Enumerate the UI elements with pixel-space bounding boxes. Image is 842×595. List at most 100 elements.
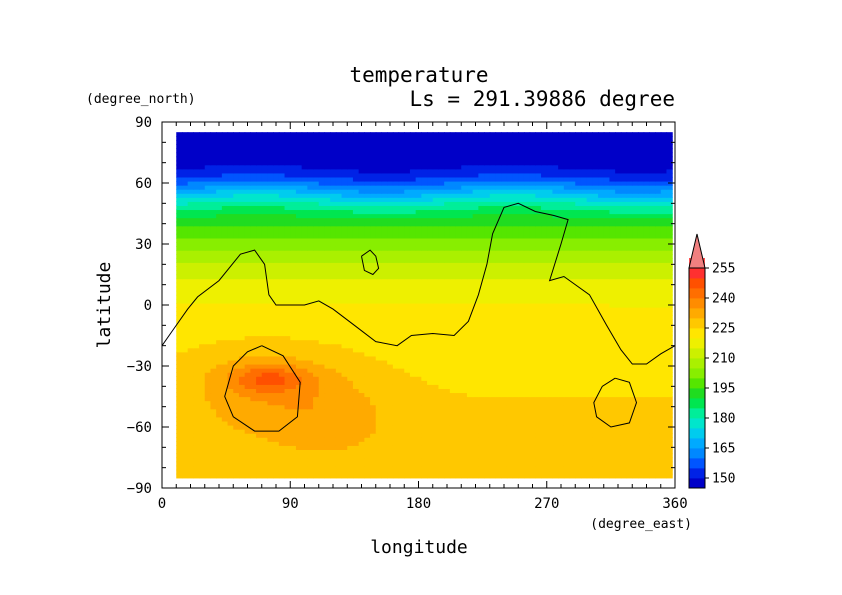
field-cell	[461, 262, 468, 267]
field-cell	[580, 282, 588, 288]
field-cell	[409, 355, 417, 361]
field-cell	[233, 461, 240, 467]
field-cell	[415, 254, 422, 259]
field-cell	[472, 311, 479, 316]
field-cell	[535, 351, 542, 357]
field-cell	[238, 457, 246, 463]
field-cell	[421, 339, 428, 345]
field-cell	[199, 302, 206, 308]
field-cell	[261, 311, 269, 316]
field-cell	[398, 384, 405, 389]
field-cell	[609, 254, 616, 259]
field-cell	[387, 323, 394, 328]
field-cell	[432, 339, 440, 345]
field-cell	[586, 254, 593, 259]
field-cell	[637, 412, 645, 418]
field-cell	[176, 433, 183, 438]
field-cell	[501, 359, 508, 365]
field-cell	[478, 384, 485, 389]
field-cell	[432, 449, 440, 455]
field-cell	[347, 368, 354, 373]
field-cell	[358, 441, 365, 446]
field-cell	[620, 339, 628, 345]
field-cell	[563, 262, 571, 267]
field-cell	[273, 290, 280, 296]
field-cell	[216, 319, 223, 324]
field-cell	[427, 449, 434, 455]
field-cell	[227, 433, 234, 438]
field-cell	[472, 473, 479, 479]
field-cell	[284, 376, 291, 381]
field-cell	[626, 286, 633, 292]
field-cell	[387, 380, 394, 385]
field-cell	[267, 278, 274, 284]
field-cell	[278, 294, 286, 300]
field-cell	[284, 270, 291, 276]
field-cell	[341, 400, 348, 406]
field-cell	[575, 339, 582, 345]
field-cell	[375, 416, 383, 422]
field-cell	[267, 335, 274, 341]
field-cell	[461, 331, 468, 337]
field-cell	[546, 351, 554, 357]
field-cell	[341, 473, 348, 479]
field-cell	[575, 319, 582, 324]
field-cell	[655, 282, 662, 288]
field-cell	[301, 445, 308, 450]
field-cell	[244, 404, 251, 410]
field-cell	[187, 465, 194, 471]
field-cell	[227, 311, 234, 316]
field-cell	[307, 376, 314, 381]
field-cell	[216, 339, 223, 345]
field-cell	[598, 278, 605, 284]
field-cell	[455, 433, 462, 438]
field-cell	[535, 363, 542, 369]
field-cell	[352, 315, 360, 320]
field-cell	[387, 441, 394, 446]
field-cell	[244, 368, 251, 373]
field-cell	[580, 396, 588, 402]
field-cell	[643, 266, 650, 272]
field-cell	[313, 363, 320, 369]
field-cell	[455, 315, 462, 320]
field-cell	[313, 282, 320, 288]
field-cell	[347, 473, 354, 479]
field-cell	[347, 453, 354, 459]
field-cell	[580, 262, 588, 267]
field-cell	[563, 400, 571, 406]
field-cell	[632, 278, 639, 284]
field-cell	[569, 343, 576, 349]
field-cell	[660, 449, 668, 455]
field-cell	[489, 266, 497, 272]
field-cell	[466, 372, 474, 377]
field-cell	[495, 307, 502, 312]
field-cell	[478, 396, 485, 402]
field-cell	[626, 408, 633, 414]
field-cell	[427, 307, 434, 312]
field-cell	[318, 453, 326, 459]
field-cell	[506, 368, 514, 373]
field-cell	[409, 335, 417, 341]
field-cell	[626, 323, 633, 328]
field-cell	[575, 323, 582, 328]
field-cell	[643, 327, 650, 333]
field-cell	[387, 368, 394, 373]
field-cell	[655, 408, 662, 414]
field-cell	[358, 278, 365, 284]
field-cell	[660, 270, 668, 276]
field-cell	[535, 404, 542, 410]
field-cell	[649, 380, 656, 385]
field-cell	[387, 331, 394, 337]
field-cell	[193, 241, 200, 247]
field-cell	[615, 254, 622, 259]
field-cell	[204, 274, 212, 280]
field-cell	[432, 429, 440, 434]
field-cell	[449, 335, 457, 341]
field-cell	[176, 311, 183, 316]
field-cell	[341, 408, 348, 414]
field-cell	[415, 323, 422, 328]
field-cell	[421, 246, 428, 251]
field-cell	[632, 335, 639, 341]
field-cell	[666, 388, 673, 394]
field-cell	[666, 473, 673, 479]
